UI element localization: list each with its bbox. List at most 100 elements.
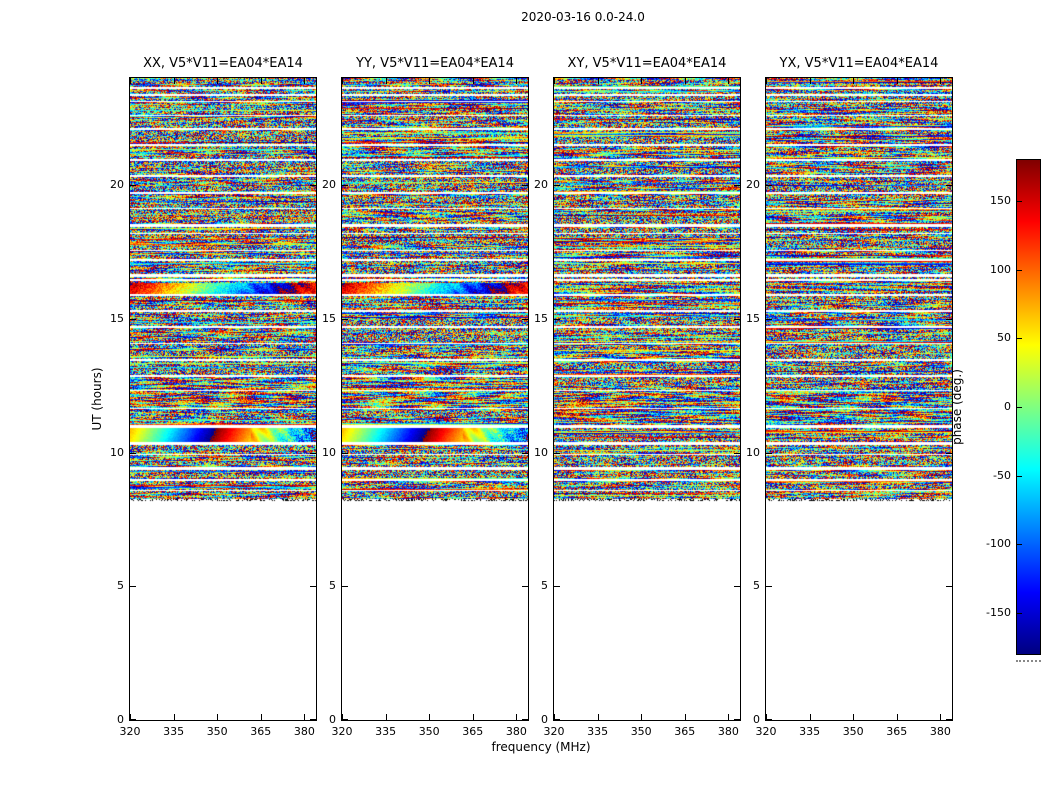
y-tick-mark	[554, 719, 560, 720]
x-tick-label: 335	[587, 725, 609, 738]
y-tick-label: 20	[322, 178, 336, 191]
y-tick-label: 0	[329, 713, 336, 726]
y-tick-mark-right	[310, 318, 316, 320]
x-tick-label: 350	[206, 725, 228, 738]
y-tick-mark	[130, 719, 136, 720]
x-tick-mark	[472, 714, 474, 720]
y-tick-mark-right	[310, 586, 316, 588]
y-tick-mark-right	[522, 586, 528, 588]
y-tick-label: 20	[534, 178, 548, 191]
y-tick-label: 5	[117, 579, 124, 593]
x-tick-mark-top	[429, 78, 431, 84]
x-tick-label: 320	[755, 725, 777, 738]
colorbar-tick-mark	[1017, 338, 1022, 340]
colorbar-under-indicator	[1016, 660, 1041, 662]
x-tick-label: 365	[462, 725, 484, 738]
y-tick-mark-right	[946, 719, 952, 720]
y-tick-mark	[130, 318, 136, 320]
x-tick-mark-top	[304, 78, 306, 84]
y-tick-mark	[130, 586, 136, 588]
y-tick-mark	[554, 318, 560, 320]
x-tick-mark-top	[853, 78, 855, 84]
x-tick-mark-top	[260, 78, 262, 84]
y-tick-label: 20	[110, 178, 124, 191]
y-tick-mark-right	[522, 185, 528, 186]
y-tick-mark	[766, 185, 772, 186]
y-tick-mark-right	[310, 719, 316, 720]
panel-xx-title: XX, V5*V11=EA04*EA14	[143, 56, 303, 71]
x-tick-label: 350	[630, 725, 652, 738]
x-tick-label: 380	[929, 725, 951, 738]
colorbar-tick-label: -150	[986, 605, 1011, 619]
x-tick-mark	[385, 714, 387, 720]
x-tick-mark	[342, 714, 343, 720]
y-tick-mark-right	[522, 318, 528, 320]
panel-yx-plot	[765, 77, 953, 721]
colorbar-tick-mark	[1017, 201, 1022, 203]
y-tick-mark-right	[734, 719, 740, 720]
y-tick-label: 10	[322, 445, 336, 459]
x-tick-mark-top	[472, 78, 474, 84]
x-tick-label: 320	[331, 725, 353, 738]
colorbar-label: phase (deg.)	[950, 369, 964, 445]
colorbar-tick-mark	[1017, 269, 1022, 271]
colorbar-tick-label: 0	[1004, 400, 1011, 413]
panel-yy-plot	[341, 77, 529, 721]
x-tick-label: 350	[418, 725, 440, 738]
x-tick-label: 365	[674, 725, 696, 738]
x-tick-mark	[896, 714, 898, 720]
x-tick-mark	[597, 714, 599, 720]
y-tick-mark-right	[522, 452, 528, 454]
y-tick-mark	[342, 452, 348, 454]
x-tick-label: 380	[293, 725, 315, 738]
colorbar-tick-label: 50	[997, 331, 1011, 345]
y-tick-mark	[766, 719, 772, 720]
panel-yx-title: YX, V5*V11=EA04*EA14	[779, 56, 939, 71]
y-tick-label: 15	[746, 311, 760, 325]
x-tick-mark	[809, 714, 811, 720]
x-tick-label: 335	[163, 725, 185, 738]
panel-xy-plot	[553, 77, 741, 721]
colorbar-tick-mark	[1017, 407, 1022, 408]
x-tick-mark	[554, 714, 555, 720]
y-tick-label: 15	[322, 311, 336, 325]
colorbar-tick-label: -50	[993, 468, 1011, 482]
x-tick-mark-top	[597, 78, 599, 84]
x-tick-label: 380	[717, 725, 739, 738]
y-tick-mark-right	[734, 452, 740, 454]
y-tick-label: 0	[753, 713, 760, 726]
panel-xy-title: XY, V5*V11=EA04*EA14	[567, 56, 727, 71]
x-tick-mark-top	[766, 78, 767, 84]
x-tick-label: 335	[375, 725, 397, 738]
x-tick-mark	[130, 714, 131, 720]
y-tick-label: 0	[541, 713, 548, 726]
y-tick-mark-right	[734, 318, 740, 320]
panel-yx-waterfall-canvas	[766, 78, 952, 720]
y-tick-mark-right	[734, 586, 740, 588]
y-tick-mark-right	[946, 185, 952, 186]
panel-xy-waterfall-canvas	[554, 78, 740, 720]
colorbar-tick-mark	[1017, 612, 1022, 614]
x-tick-label: 350	[842, 725, 864, 738]
panel-xx-waterfall-canvas	[130, 78, 316, 720]
colorbar-tick-label: 150	[990, 194, 1011, 208]
y-tick-mark-right	[946, 452, 952, 454]
x-tick-mark-top	[516, 78, 518, 84]
x-tick-mark	[641, 714, 643, 720]
x-tick-mark	[684, 714, 686, 720]
y-tick-mark	[342, 586, 348, 588]
y-axis-label: UT (hours)	[90, 367, 104, 431]
y-tick-mark	[554, 586, 560, 588]
x-tick-mark-top	[728, 78, 730, 84]
y-tick-mark	[554, 185, 560, 186]
x-axis-label: frequency (MHz)	[491, 740, 591, 754]
y-tick-mark-right	[310, 185, 316, 186]
y-tick-label: 20	[746, 178, 760, 191]
figure-title: 2020-03-16 0.0-24.0	[521, 10, 645, 24]
y-tick-mark	[766, 586, 772, 588]
x-tick-mark	[217, 714, 219, 720]
x-tick-mark-top	[385, 78, 387, 84]
x-tick-label: 365	[250, 725, 272, 738]
y-tick-mark-right	[946, 586, 952, 588]
